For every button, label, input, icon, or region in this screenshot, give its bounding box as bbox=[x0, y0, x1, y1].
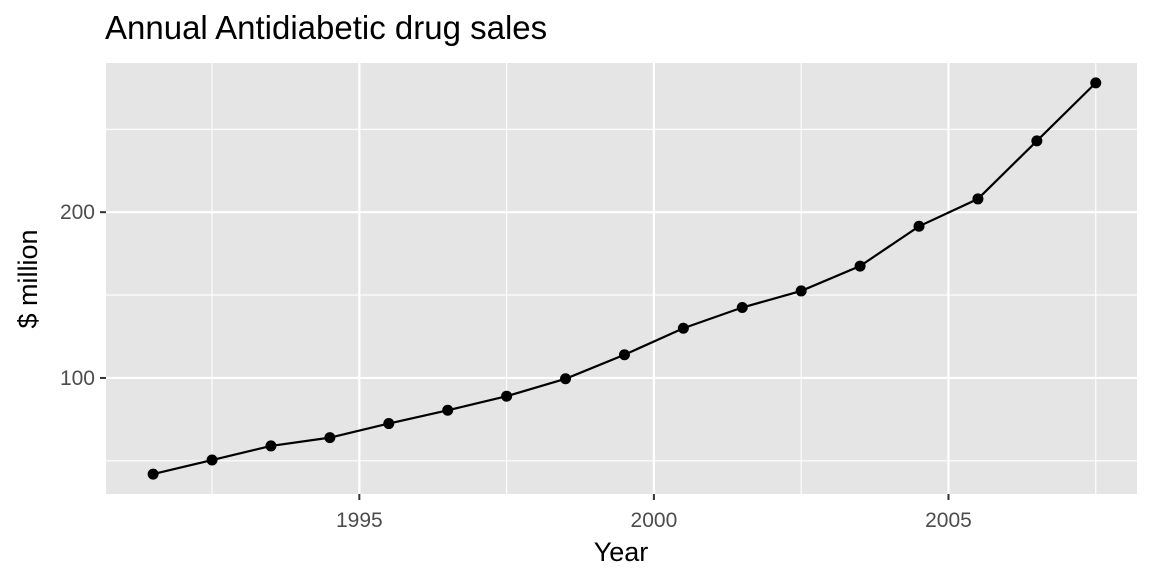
chart-title: Annual Antidiabetic drug sales bbox=[105, 9, 547, 46]
x-axis-title: Year bbox=[594, 537, 649, 567]
data-point bbox=[147, 468, 159, 480]
data-point bbox=[1031, 135, 1043, 147]
grid-minor bbox=[106, 63, 1137, 494]
data-point bbox=[854, 260, 866, 272]
x-tick-label: 2005 bbox=[925, 509, 972, 532]
data-point bbox=[677, 322, 689, 334]
y-tick-label: 200 bbox=[60, 201, 95, 224]
x-tick-label: 1995 bbox=[336, 509, 383, 532]
grid-major bbox=[106, 63, 1137, 494]
y-axis-title: $ million bbox=[13, 229, 43, 328]
data-point bbox=[501, 390, 513, 402]
points-group bbox=[147, 77, 1102, 480]
data-point bbox=[913, 220, 925, 232]
data-point bbox=[1090, 77, 1102, 89]
x-tick-label: 2000 bbox=[631, 509, 678, 532]
data-point bbox=[972, 193, 984, 205]
data-point bbox=[736, 302, 748, 314]
data-point bbox=[442, 404, 454, 416]
plot-panel bbox=[106, 63, 1137, 494]
data-point bbox=[206, 454, 218, 466]
data-point bbox=[560, 373, 572, 385]
data-point bbox=[383, 418, 395, 430]
y-axis: 100 200 bbox=[60, 201, 106, 390]
data-point bbox=[324, 432, 336, 444]
y-tick-label: 100 bbox=[60, 367, 95, 390]
x-axis: 1995 2000 2005 bbox=[336, 494, 972, 532]
data-point bbox=[265, 440, 277, 452]
data-point bbox=[618, 349, 630, 361]
data-point bbox=[795, 285, 807, 297]
